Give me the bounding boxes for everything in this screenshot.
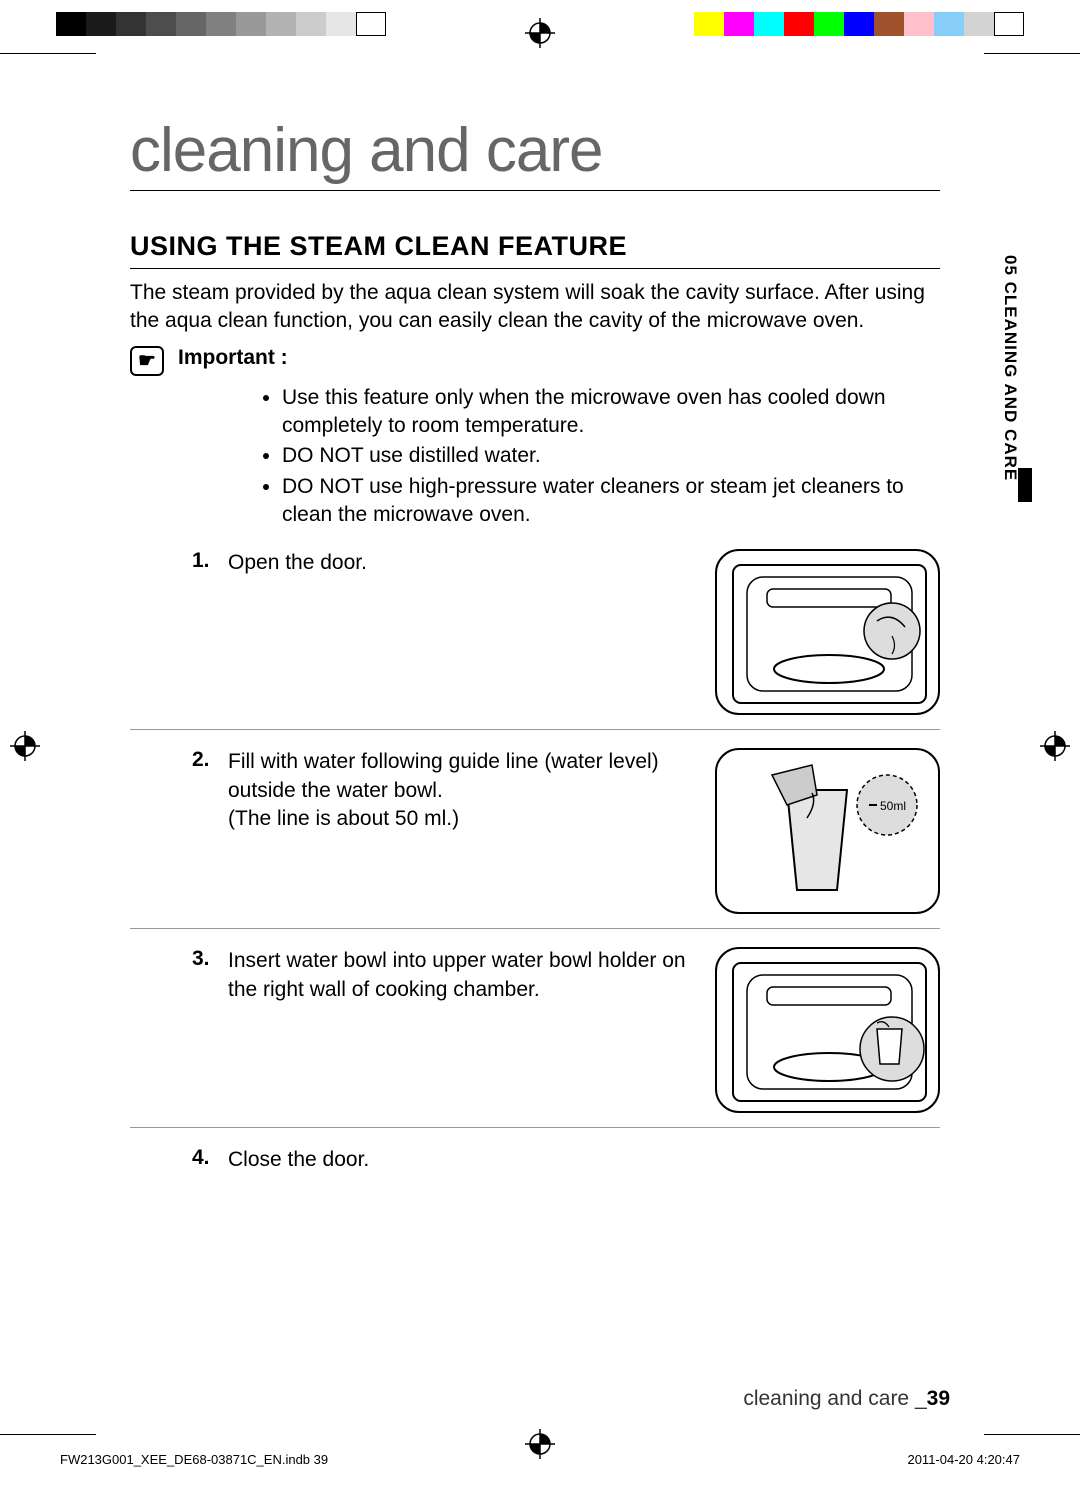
crop-mark: [984, 53, 1080, 54]
pointer-icon: ☛: [130, 346, 164, 376]
step-row-3: 3. Insert water bowl into upper water bo…: [130, 929, 940, 1128]
step-illustration-insert: [715, 947, 940, 1113]
doc-filename: FW213G001_XEE_DE68-03871C_EN.indb 39: [60, 1452, 328, 1467]
page-content: cleaning and care USING THE STEAM CLEAN …: [130, 75, 940, 1189]
bullet-item: DO NOT use high-pressure water cleaners …: [282, 473, 940, 530]
step-number: 4.: [192, 1146, 216, 1174]
important-bullet-list: Use this feature only when the microwave…: [262, 384, 940, 530]
doc-timestamp: 2011-04-20 4:20:47: [907, 1452, 1020, 1467]
bullet-item: Use this feature only when the microwave…: [282, 384, 940, 441]
step-row-2: 2. Fill with water following guide line …: [130, 730, 940, 929]
intro-paragraph: The steam provided by the aqua clean sys…: [130, 279, 940, 336]
chapter-title: cleaning and care: [130, 75, 940, 191]
bullet-item: DO NOT use distilled water.: [282, 442, 940, 470]
step-number: 3.: [192, 947, 216, 1113]
grayscale-bar: [56, 12, 386, 36]
registration-mark-icon: [1040, 731, 1070, 761]
registration-mark-icon: [10, 731, 40, 761]
step-row-1: 1. Open the door.: [130, 531, 940, 730]
running-footer: cleaning and care _39: [743, 1387, 950, 1411]
step-number: 2.: [192, 748, 216, 914]
document-footer: FW213G001_XEE_DE68-03871C_EN.indb 39 201…: [60, 1452, 1020, 1467]
step-illustration-oven: [715, 549, 940, 715]
section-title: USING THE STEAM CLEAN FEATURE: [130, 231, 940, 269]
step-text: Fill with water following guide line (wa…: [228, 748, 703, 914]
color-bar: [694, 12, 1024, 36]
step-number: 1.: [192, 549, 216, 715]
registration-mark-icon: [525, 18, 555, 48]
crop-mark: [0, 1434, 96, 1435]
important-label: Important :: [178, 346, 288, 370]
step-text: Close the door.: [228, 1146, 940, 1174]
important-callout: ☛ Important :: [130, 346, 940, 376]
crop-mark: [0, 53, 96, 54]
step-text: Insert water bowl into upper water bowl …: [228, 947, 703, 1113]
step-row-4: 4. Close the door.: [130, 1128, 940, 1188]
fill-level-label: 50ml: [880, 799, 906, 813]
step-text: Open the door.: [228, 549, 703, 715]
side-tab-label: 05 CLEANING AND CARE: [1000, 255, 1020, 481]
crop-mark: [984, 1434, 1080, 1435]
step-illustration-pour: 50ml: [715, 748, 940, 914]
side-tab-marker: [1018, 468, 1032, 502]
